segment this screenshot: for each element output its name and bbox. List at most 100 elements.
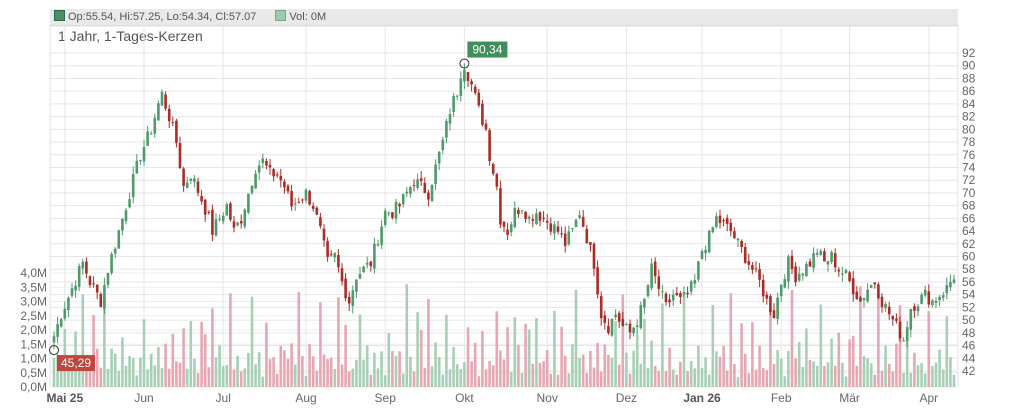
- candle-body: [527, 216, 531, 219]
- candle-body: [898, 321, 902, 339]
- volume-bar: [812, 361, 815, 387]
- volume-bar: [945, 316, 949, 387]
- candle-body: [614, 314, 617, 318]
- candle-body: [855, 291, 859, 300]
- candles: [52, 63, 956, 350]
- candle-body: [823, 251, 826, 262]
- volume-bar: [427, 298, 430, 387]
- volume-bar: [311, 356, 315, 387]
- volume-bar: [635, 334, 639, 387]
- month-label: Jun: [134, 391, 153, 405]
- candle-body: [311, 205, 315, 209]
- volume-bar: [373, 352, 376, 387]
- volume-bar: [463, 362, 466, 387]
- volume-bar: [437, 357, 441, 387]
- price-tick-label: 52: [962, 300, 976, 314]
- volume-bar: [887, 363, 891, 387]
- price-tick-label: 58: [962, 262, 976, 276]
- volume-bar: [909, 372, 913, 387]
- volume-bar: [70, 361, 74, 387]
- volume-tick-label: 4,0M: [20, 266, 47, 280]
- volume-bar: [815, 365, 819, 387]
- volume-bar: [819, 304, 823, 387]
- month-label: Apr: [919, 391, 938, 405]
- candle-body: [646, 285, 650, 296]
- price-tick-label: 62: [962, 237, 976, 251]
- volume-bar: [286, 358, 290, 387]
- candle-body: [387, 212, 391, 214]
- volume-bar: [639, 363, 643, 387]
- volume-bar: [891, 371, 895, 387]
- candle-body: [477, 92, 481, 106]
- volume-bar: [506, 327, 509, 387]
- volume-bar: [520, 373, 524, 387]
- volume-bar: [491, 365, 495, 387]
- volume-bar: [599, 371, 603, 387]
- candle-body: [945, 285, 949, 294]
- volume-bar: [923, 373, 927, 387]
- candle-body: [290, 190, 293, 207]
- candle-body: [326, 241, 329, 257]
- price-tick-label: 64: [962, 224, 976, 238]
- candle-body: [668, 299, 671, 303]
- candle-body: [891, 315, 895, 320]
- volume-bar: [99, 367, 103, 387]
- volume-bar: [466, 327, 470, 387]
- price-tick-label: 88: [962, 71, 976, 85]
- candle-body: [657, 276, 661, 289]
- volume-bar: [391, 351, 394, 387]
- volume-bar: [783, 376, 787, 387]
- volume-bar: [621, 294, 625, 387]
- volume-bar: [527, 329, 531, 387]
- price-tick-label: 78: [962, 135, 976, 149]
- volume-bar: [128, 356, 131, 387]
- volume-bar: [668, 347, 671, 387]
- volume-bar: [614, 321, 617, 387]
- volume-bar: [808, 360, 812, 387]
- candle-body: [376, 244, 380, 246]
- candle-body: [751, 264, 754, 270]
- volume-bar: [229, 293, 232, 387]
- volume-bar: [772, 363, 776, 387]
- volume-bar: [920, 363, 923, 387]
- candle-body: [437, 151, 441, 164]
- volume-bar: [293, 364, 297, 387]
- candle-body: [567, 231, 571, 245]
- price-tick-label: 60: [962, 250, 976, 264]
- time-axis: Mai 25 Jun Jul Aug Sep Okt Nov Dez Jan 26 Feb Mär A…: [46, 391, 938, 405]
- candle-body: [124, 210, 128, 222]
- volume-tick-label: 2,5M: [20, 309, 47, 323]
- candle-body: [405, 191, 409, 194]
- volume-bar: [949, 357, 952, 387]
- volume-bar: [52, 358, 56, 387]
- candle-body: [391, 212, 394, 218]
- candle-body: [941, 295, 945, 298]
- volume-tick-label: 1,5M: [20, 337, 47, 351]
- candle-body: [434, 164, 437, 185]
- volume-bar: [225, 365, 229, 387]
- volume-bar: [387, 332, 391, 387]
- candle-body: [455, 95, 459, 97]
- candle-body: [178, 143, 182, 169]
- candle-body: [675, 292, 679, 296]
- candle-body: [333, 253, 337, 258]
- volume-bar: [585, 372, 589, 387]
- volume-bar: [347, 371, 351, 387]
- volume-bar: [211, 308, 214, 387]
- volume-bar: [149, 353, 153, 387]
- candle-body: [164, 94, 167, 109]
- candle-body: [254, 173, 257, 189]
- candle-body: [603, 315, 607, 323]
- candle-body: [815, 252, 819, 255]
- candle-body: [74, 285, 77, 291]
- month-label: Feb: [771, 391, 792, 405]
- price-tick-label: 56: [962, 275, 976, 289]
- month-label: Jul: [216, 391, 231, 405]
- candle-body: [873, 282, 877, 285]
- volume-bar: [895, 343, 898, 387]
- candle-body: [70, 288, 74, 296]
- chart-title: 1 Jahr, 1-Tages-Kerzen: [58, 28, 203, 44]
- volume-bar: [837, 332, 841, 387]
- volume-bar: [481, 331, 484, 387]
